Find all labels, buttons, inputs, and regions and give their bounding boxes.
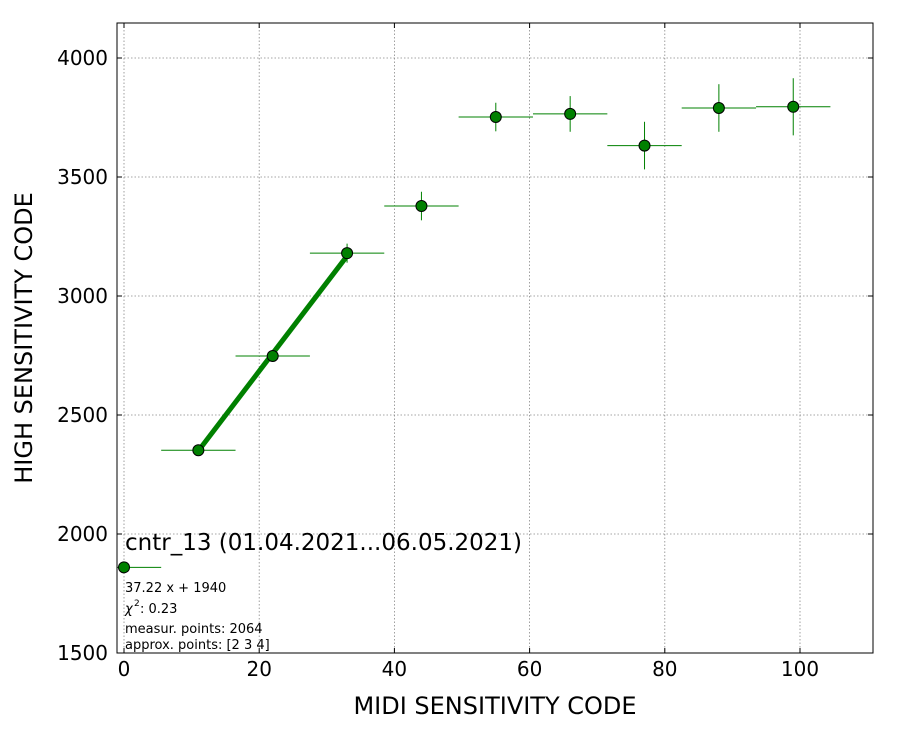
- y-tick-label: 1500: [57, 641, 108, 665]
- data-point: [564, 107, 577, 120]
- chi-superscript: 2: [134, 599, 140, 609]
- chi-symbol: χ: [124, 602, 134, 617]
- x-tick-label: 20: [246, 657, 271, 681]
- data-points: [118, 100, 800, 574]
- y-axis-title: HIGH SENSITIVITY CODE: [10, 192, 38, 484]
- data-point: [118, 561, 130, 574]
- annotation-title: cntr_13 (01.04.2021...06.05.2021): [125, 530, 522, 556]
- x-tick-label: 40: [382, 657, 407, 681]
- y-tick-label: 2500: [57, 403, 108, 427]
- chi2-value: : 0.23: [140, 602, 177, 617]
- x-tick-label: 100: [781, 657, 819, 681]
- data-point: [712, 101, 725, 114]
- data-point: [341, 247, 354, 260]
- y-tick-label: 3500: [57, 165, 108, 189]
- y-tick-label: 2000: [57, 522, 108, 546]
- data-point: [266, 349, 279, 362]
- data-point: [489, 111, 502, 124]
- error-bars: [117, 78, 831, 568]
- data-point: [415, 200, 428, 213]
- x-axis-title: MIDI SENSITIVITY CODE: [353, 692, 636, 720]
- annotation-measur-points: measur. points: 2064: [125, 622, 263, 637]
- grid: [117, 23, 873, 653]
- x-tick-label: 60: [517, 657, 542, 681]
- x-tick-label: 0: [118, 657, 131, 681]
- plot-frame: [116, 22, 874, 654]
- annotation-equation: 37.22 x + 1940: [125, 581, 226, 596]
- axis-ticks: 0 20 40 60 80 100 1500 2000 2500 3000 3500 4000: [57, 23, 873, 681]
- y-tick-label: 3000: [57, 284, 108, 308]
- x-tick-label: 80: [652, 657, 677, 681]
- y-tick-label: 4000: [57, 46, 108, 70]
- annotation-chi2: χ 2 : 0.23: [124, 599, 177, 617]
- data-point: [638, 139, 651, 152]
- annotation-approx-points: approx. points: [2 3 4]: [125, 638, 270, 653]
- data-point: [192, 444, 205, 457]
- data-point: [787, 100, 800, 113]
